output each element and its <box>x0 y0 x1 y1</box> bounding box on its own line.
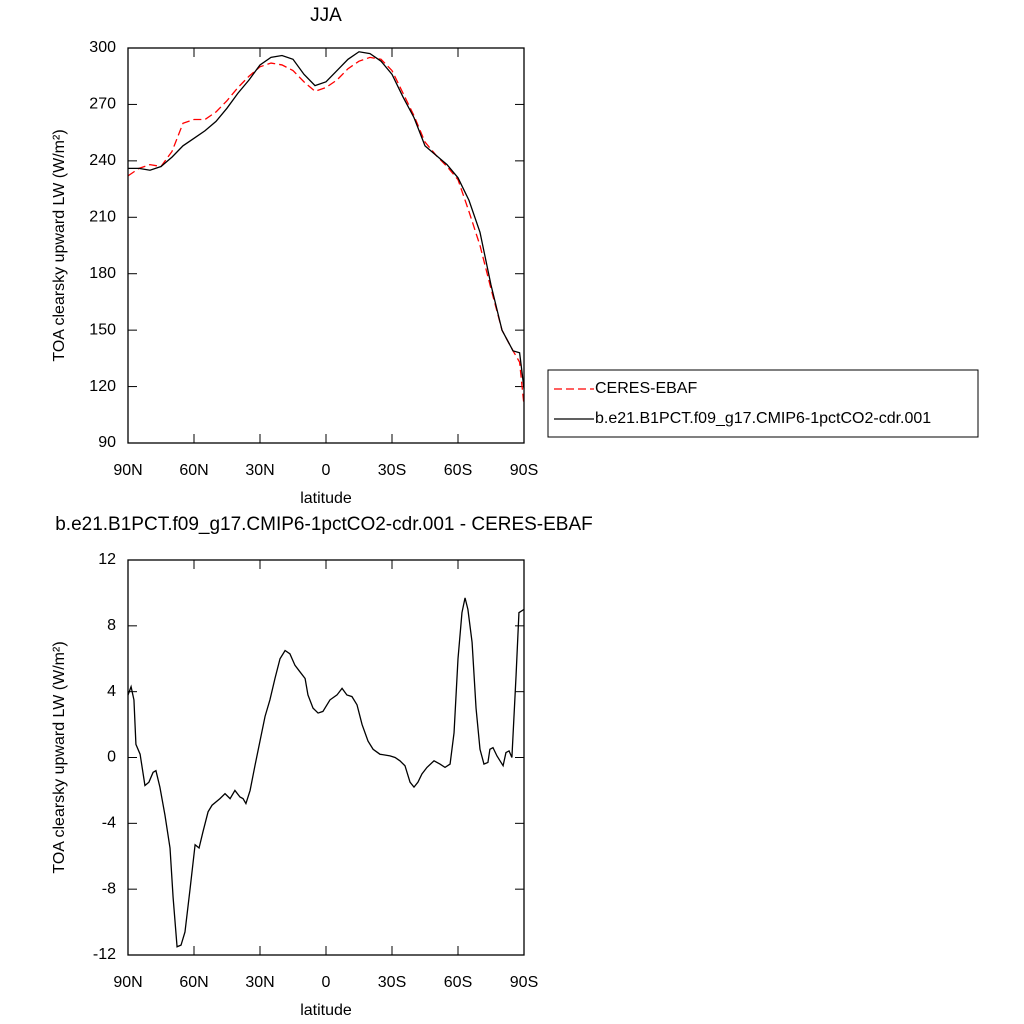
x-tick-label: 0 <box>322 974 331 991</box>
x-tick-label: 30S <box>378 974 406 991</box>
x-tick-label: 60N <box>179 462 208 479</box>
y-tick-label: 8 <box>107 617 116 634</box>
x-tick-label: 30N <box>245 462 274 479</box>
legend-box <box>547 369 979 438</box>
x-tick-label: 60S <box>444 462 472 479</box>
x-axis-label: latitude <box>300 490 352 507</box>
x-tick-label: 90S <box>510 974 538 991</box>
plot-frame <box>127 47 525 444</box>
chart-title: b.e21.B1PCT.f09_g17.CMIP6-1pctCO2-cdr.00… <box>55 514 593 535</box>
y-axis-label: TOA clearsky upward LW (W/m²) <box>51 129 68 361</box>
x-tick-label: 60S <box>444 974 472 991</box>
y-tick-label: 180 <box>89 265 116 282</box>
data-line <box>127 56 525 406</box>
x-tick-label: 60N <box>179 974 208 991</box>
y-tick-label: 270 <box>89 96 116 113</box>
y-tick-label: 90 <box>98 434 116 451</box>
x-tick-label: 30N <box>245 974 274 991</box>
chart-title: JJA <box>310 5 342 26</box>
y-axis-label: TOA clearsky upward LW (W/m²) <box>51 641 68 873</box>
y-tick-label: 240 <box>89 152 116 169</box>
x-tick-label: 0 <box>322 462 331 479</box>
x-tick-label: 90N <box>113 462 142 479</box>
y-tick-label: -12 <box>93 946 116 963</box>
y-tick-label: -8 <box>102 880 116 897</box>
y-tick-label: 0 <box>107 749 116 766</box>
y-tick-label: 120 <box>89 378 116 395</box>
x-tick-label: 30S <box>378 462 406 479</box>
x-tick-label: 90S <box>510 462 538 479</box>
y-tick-label: 4 <box>107 683 116 700</box>
legend-label: CERES-EBAF <box>595 380 697 397</box>
x-tick-label: 90N <box>113 974 142 991</box>
x-axis-label: latitude <box>300 1002 352 1019</box>
data-line <box>127 597 525 948</box>
y-tick-label: 150 <box>89 321 116 338</box>
y-tick-label: 210 <box>89 209 116 226</box>
y-tick-label: -4 <box>102 815 116 832</box>
y-tick-label: 12 <box>98 551 116 568</box>
plot-frame <box>127 559 525 956</box>
legend-label: b.e21.B1PCT.f09_g17.CMIP6-1pctCO2-cdr.00… <box>595 410 931 427</box>
data-line <box>128 51 525 389</box>
y-tick-label: 300 <box>89 39 116 56</box>
